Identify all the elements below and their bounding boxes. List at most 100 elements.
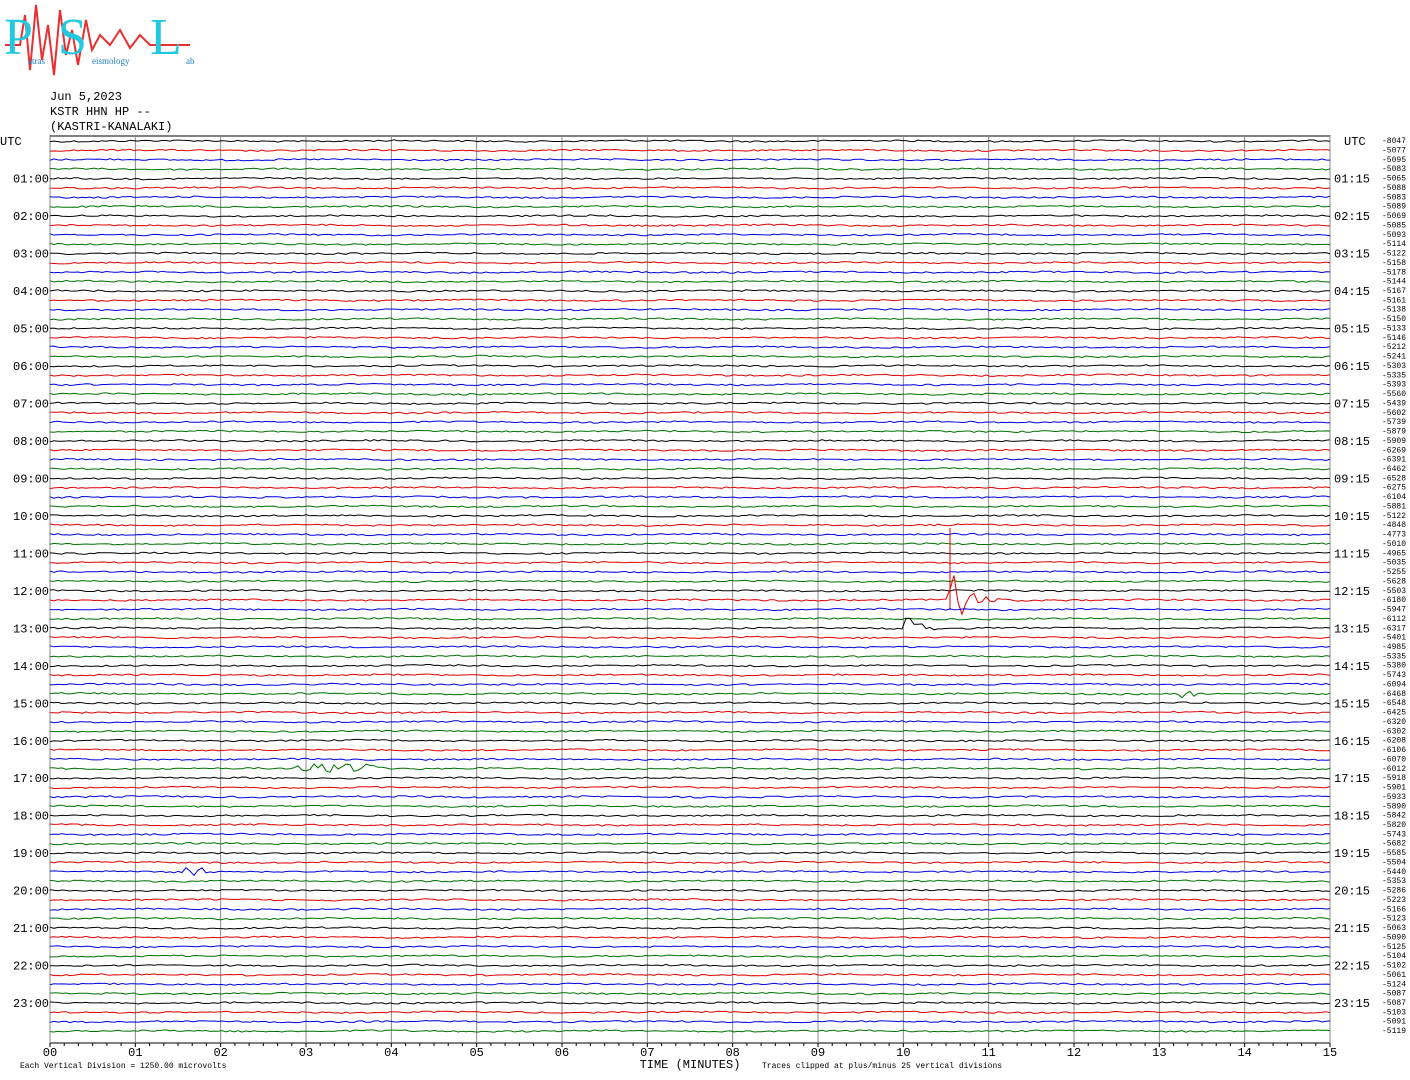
trace <box>49 813 1331 818</box>
trace <box>50 954 1331 958</box>
trace <box>49 485 1331 490</box>
right-time-label: 08:15 <box>1334 435 1370 449</box>
left-time-label: 06:00 <box>13 360 49 374</box>
trace-offset: -5560 <box>1382 390 1406 399</box>
date: Jun 5,2023 <box>50 90 122 104</box>
trace-offset: -4848 <box>1382 521 1406 530</box>
trace <box>49 176 1331 181</box>
trace-offset: -6112 <box>1382 615 1406 624</box>
trace-offset: -5286 <box>1382 887 1406 896</box>
trace <box>49 588 1331 593</box>
right-time-label: 07:15 <box>1334 397 1370 411</box>
right-time-label: 23:15 <box>1334 997 1370 1011</box>
trace <box>49 232 1331 237</box>
x-tick-label: 10 <box>896 1046 910 1060</box>
trace-offset: -5083 <box>1382 165 1406 174</box>
station: KSTR HHN HP -- <box>50 105 151 119</box>
trace-offset: -5085 <box>1382 221 1406 230</box>
trace <box>49 345 1331 349</box>
trace-offset: -6391 <box>1382 456 1406 465</box>
trace <box>49 364 1331 368</box>
trace <box>49 635 1331 640</box>
trace-offset: -5114 <box>1382 240 1406 249</box>
left-time-label: 08:00 <box>13 435 49 449</box>
trace-offset: -5150 <box>1382 315 1406 324</box>
left-time-label: 03:00 <box>13 248 49 262</box>
trace-offset: -5890 <box>1382 802 1406 811</box>
right-time-label: 10:15 <box>1334 510 1370 524</box>
left-time-label: 22:00 <box>13 960 49 974</box>
trace <box>49 1019 1331 1024</box>
trace-offset: -5161 <box>1382 296 1406 305</box>
trace-offset: -5144 <box>1382 278 1406 287</box>
trace-offset: -6269 <box>1382 446 1406 455</box>
trace <box>49 542 1331 546</box>
left-time-label: 19:00 <box>13 847 49 861</box>
trace <box>49 776 1331 780</box>
trace <box>49 307 1331 312</box>
trace-offset: -5102 <box>1382 962 1406 971</box>
trace <box>49 879 1331 883</box>
trace-offset: -5918 <box>1382 774 1406 783</box>
trace <box>49 690 1331 699</box>
trace <box>49 888 1331 893</box>
trace <box>49 823 1331 827</box>
trace <box>49 851 1331 855</box>
trace <box>49 204 1331 209</box>
trace-offset: -5146 <box>1382 334 1406 343</box>
trace <box>49 570 1331 574</box>
trace-offset: -5393 <box>1382 381 1406 390</box>
trace-offset: -5010 <box>1382 540 1406 549</box>
x-tick-label: 03 <box>299 1046 313 1060</box>
trace-offset: -5122 <box>1382 250 1406 259</box>
trace-offset: -5223 <box>1382 896 1406 905</box>
right-time-label: 11:15 <box>1334 547 1370 561</box>
logo-letter: P <box>4 9 33 66</box>
trace-offset: -5061 <box>1382 971 1406 980</box>
trace-offset: -5602 <box>1382 409 1406 418</box>
left-time-label: 17:00 <box>13 772 49 786</box>
trace <box>49 420 1330 424</box>
right-time-label: 06:15 <box>1334 360 1370 374</box>
trace-offset: -5091 <box>1382 1018 1406 1027</box>
right-time-label: 09:15 <box>1334 472 1370 486</box>
trace <box>49 214 1331 218</box>
trace-offset: -5166 <box>1382 905 1406 914</box>
trace <box>49 973 1331 977</box>
x-tick-label: 15 <box>1323 1046 1337 1060</box>
trace-offset: -5585 <box>1382 849 1406 858</box>
trace-offset: -4985 <box>1382 643 1406 652</box>
trace <box>49 560 1331 565</box>
trace-offset: -5401 <box>1382 634 1406 643</box>
trace <box>49 429 1331 434</box>
logo-letter: S <box>58 9 87 66</box>
x-tick-label: 13 <box>1152 1046 1166 1060</box>
trace-offset: -5503 <box>1382 587 1406 596</box>
trace <box>49 336 1331 340</box>
trace-offset: -4965 <box>1382 549 1406 558</box>
right-time-label: 04:15 <box>1334 285 1370 299</box>
trace <box>49 982 1331 986</box>
right-time-label: 13:15 <box>1334 622 1370 636</box>
trace-offset: -5743 <box>1382 830 1406 839</box>
trace <box>49 579 1331 583</box>
trace-offset: -6094 <box>1382 680 1406 689</box>
left-time-label: 09:00 <box>13 472 49 486</box>
trace-offset: -5077 <box>1382 146 1406 155</box>
right-time-label: 15:15 <box>1334 697 1370 711</box>
trace-offset: -5104 <box>1382 952 1406 961</box>
trace <box>49 148 1331 153</box>
trace <box>49 866 1330 877</box>
trace <box>49 763 1331 773</box>
trace-offset: -5353 <box>1382 877 1406 886</box>
trace <box>49 757 1331 762</box>
trace <box>49 935 1331 940</box>
trace-offset: -5089 <box>1382 203 1406 212</box>
trace-offset: -6106 <box>1382 746 1406 755</box>
trace-offset: -6528 <box>1382 474 1406 483</box>
left-time-label: 21:00 <box>13 922 49 936</box>
trace-offset: -6070 <box>1382 755 1406 764</box>
right-time-label: 21:15 <box>1334 922 1370 936</box>
trace-offset: -5440 <box>1382 868 1406 877</box>
x-tick-label: 02 <box>213 1046 227 1060</box>
